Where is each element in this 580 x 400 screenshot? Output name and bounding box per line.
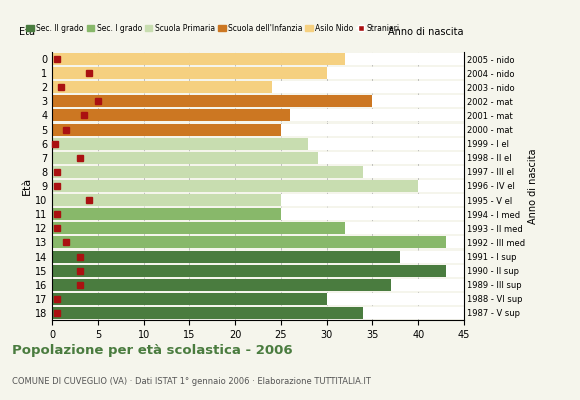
Bar	[52, 293, 464, 305]
Bar	[52, 110, 464, 122]
Bar	[52, 194, 464, 206]
Bar	[52, 222, 464, 234]
Y-axis label: Anno di nascita: Anno di nascita	[528, 148, 538, 224]
Bar	[52, 138, 309, 150]
Bar	[52, 222, 345, 234]
Bar	[52, 81, 272, 93]
Bar	[52, 95, 464, 107]
Bar	[52, 166, 363, 178]
Text: Popolazione per età scolastica - 2006: Popolazione per età scolastica - 2006	[12, 344, 292, 357]
Text: Età: Età	[19, 27, 35, 37]
Text: COMUNE DI CUVEGLIO (VA) · Dati ISTAT 1° gennaio 2006 · Elaborazione TUTTITALIA.I: COMUNE DI CUVEGLIO (VA) · Dati ISTAT 1° …	[12, 377, 371, 386]
Bar	[52, 236, 445, 248]
Bar	[52, 236, 464, 248]
Bar	[52, 307, 363, 319]
Bar	[52, 279, 464, 291]
Bar	[52, 208, 464, 220]
Bar	[52, 124, 281, 136]
Bar	[52, 279, 391, 291]
Bar	[52, 152, 464, 164]
Text: Anno di nascita: Anno di nascita	[389, 27, 464, 37]
Bar	[52, 95, 372, 107]
Bar	[52, 166, 464, 178]
Bar	[52, 194, 281, 206]
Bar	[52, 67, 327, 79]
Bar	[52, 53, 345, 65]
Bar	[52, 110, 290, 122]
Bar	[52, 53, 464, 65]
Bar	[52, 152, 318, 164]
Bar	[52, 138, 464, 150]
Bar	[52, 67, 464, 79]
Bar	[52, 250, 464, 262]
Y-axis label: Età: Età	[22, 177, 32, 195]
Bar	[52, 208, 281, 220]
Bar	[52, 307, 464, 319]
Bar	[52, 265, 445, 277]
Bar	[52, 180, 418, 192]
Bar	[52, 293, 327, 305]
Bar	[52, 180, 464, 192]
Bar	[52, 124, 464, 136]
Bar	[52, 81, 464, 93]
Bar	[52, 265, 464, 277]
Bar	[52, 250, 400, 262]
Legend: Sec. II grado, Sec. I grado, Scuola Primaria, Scuola dell'Infanzia, Asilo Nido, : Sec. II grado, Sec. I grado, Scuola Prim…	[23, 21, 403, 36]
